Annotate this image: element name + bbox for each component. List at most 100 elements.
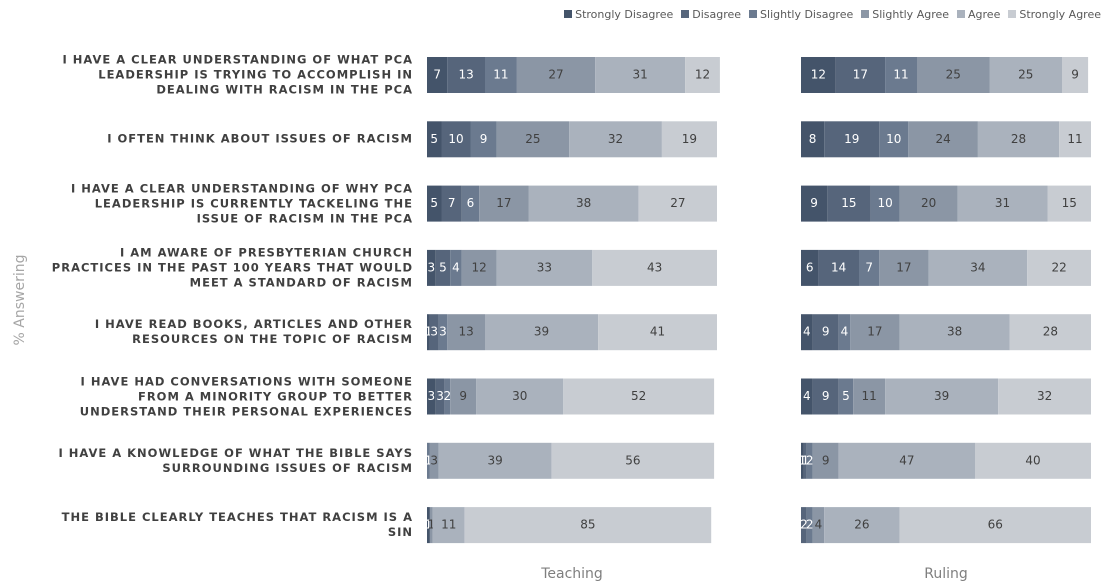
data-label: 38	[947, 325, 962, 339]
legend-item: Strongly Disagree	[564, 8, 673, 21]
bar-segment	[563, 378, 715, 415]
legend-item: Agree	[957, 8, 1000, 21]
bar-segment	[427, 185, 442, 222]
data-label: 17	[867, 325, 882, 339]
bar-segment	[1062, 57, 1089, 93]
bar-segment	[598, 314, 717, 351]
bar-segment	[427, 378, 436, 415]
data-label: 12	[811, 68, 826, 82]
data-label: 66	[988, 518, 1003, 532]
bar-segment	[661, 121, 717, 158]
bar-segment	[528, 185, 639, 222]
bar-segment	[975, 442, 1091, 479]
bar-segment	[917, 57, 990, 93]
bar-segment	[824, 507, 900, 544]
legend-label: Agree	[968, 8, 1001, 21]
data-label: 4	[815, 518, 823, 532]
legend-swatch	[681, 10, 690, 18]
bar-segment	[464, 507, 712, 544]
data-label: 15	[841, 196, 856, 210]
data-label: 22	[1051, 260, 1066, 274]
data-label: 41	[650, 325, 665, 339]
bar-segment	[859, 249, 880, 286]
data-label: 3	[430, 325, 438, 339]
bar-segment	[812, 314, 839, 351]
legend-swatch	[1008, 10, 1017, 18]
legend-item: Strongly Agree	[1008, 8, 1101, 21]
data-label: 2	[806, 518, 814, 532]
bar-segment	[899, 314, 1010, 351]
data-label: 30	[512, 389, 527, 403]
bar-segment	[569, 121, 662, 158]
data-label: 47	[899, 453, 914, 467]
data-label: 11	[441, 518, 456, 532]
bar-segment	[838, 442, 975, 479]
bar-segment	[998, 378, 1091, 415]
data-label: 17	[896, 260, 911, 274]
bar-segment	[879, 121, 909, 158]
bar-segment	[989, 57, 1062, 93]
bar-segment	[429, 314, 439, 351]
bar-segment	[1009, 314, 1091, 351]
data-label: 39	[934, 389, 949, 403]
bar-segment	[450, 378, 477, 415]
data-label: 15	[1062, 196, 1077, 210]
data-label: 6	[806, 260, 814, 274]
legend-label: Slightly Disagree	[760, 8, 854, 21]
legend-swatch	[861, 10, 870, 18]
legend-item: Disagree	[681, 8, 741, 21]
bar-segment	[824, 121, 880, 158]
bar-segment	[476, 378, 564, 415]
data-label: 5	[842, 389, 850, 403]
legend: Strongly Disagree Disagree Slightly Disagr…	[564, 8, 1101, 21]
bar-segment	[551, 442, 715, 479]
data-label: 9	[822, 325, 830, 339]
data-label: 27	[548, 68, 563, 82]
bar-segment	[496, 249, 593, 286]
data-label: 4	[803, 325, 811, 339]
legend-item: Slightly Agree	[861, 8, 949, 21]
bar-segment	[450, 249, 462, 286]
data-label: 3	[430, 453, 438, 467]
bar-segment	[461, 249, 497, 286]
data-label: 25	[1018, 68, 1033, 82]
data-label: 11	[493, 68, 508, 82]
data-label: 9	[1071, 68, 1079, 82]
bar-segment	[592, 249, 717, 286]
data-label: 52	[631, 389, 646, 403]
bar-segment	[447, 314, 485, 351]
bar-segment	[801, 185, 828, 222]
bar-segment	[427, 442, 430, 479]
data-label: 14	[831, 260, 846, 274]
data-label: 5	[430, 132, 438, 146]
data-label: 33	[537, 260, 552, 274]
bar-segment	[885, 57, 917, 93]
bar-segment	[801, 442, 804, 479]
bar-segment	[806, 507, 813, 544]
data-label: 1	[799, 453, 807, 467]
bar-segment	[435, 378, 445, 415]
data-label: 32	[1037, 389, 1052, 403]
data-label: 1	[425, 518, 433, 532]
bar-segment	[812, 507, 825, 544]
bar-segment	[595, 57, 686, 93]
bar-segment	[899, 185, 958, 222]
category-label: I HAVE A CLEAR UNDERSTANDING OF WHY PCA …	[71, 181, 413, 226]
bar-segment	[461, 185, 480, 222]
bar-segment	[850, 314, 900, 351]
bar-segment	[427, 507, 430, 544]
data-label: 38	[576, 196, 591, 210]
bar-segment	[432, 507, 465, 544]
category-label: I HAVE HAD CONVERSATIONS WITH SOMEONE FR…	[79, 374, 413, 418]
bar-segment	[879, 249, 929, 286]
category-label: I HAVE A KNOWLEDGE OF WHAT THE BIBLE SAY…	[58, 445, 413, 475]
legend-label: Strongly Disagree	[575, 8, 674, 21]
bar-segment	[496, 121, 570, 158]
data-label: 43	[647, 260, 662, 274]
category-label: THE BIBLE CLEARLY TEACHES THAT RACISM IS…	[61, 510, 413, 540]
bar-segment	[853, 378, 886, 415]
legend-label: Slightly Agree	[872, 8, 950, 21]
bar-segment	[885, 378, 999, 415]
data-label: 25	[525, 132, 540, 146]
data-label: 3	[436, 389, 444, 403]
